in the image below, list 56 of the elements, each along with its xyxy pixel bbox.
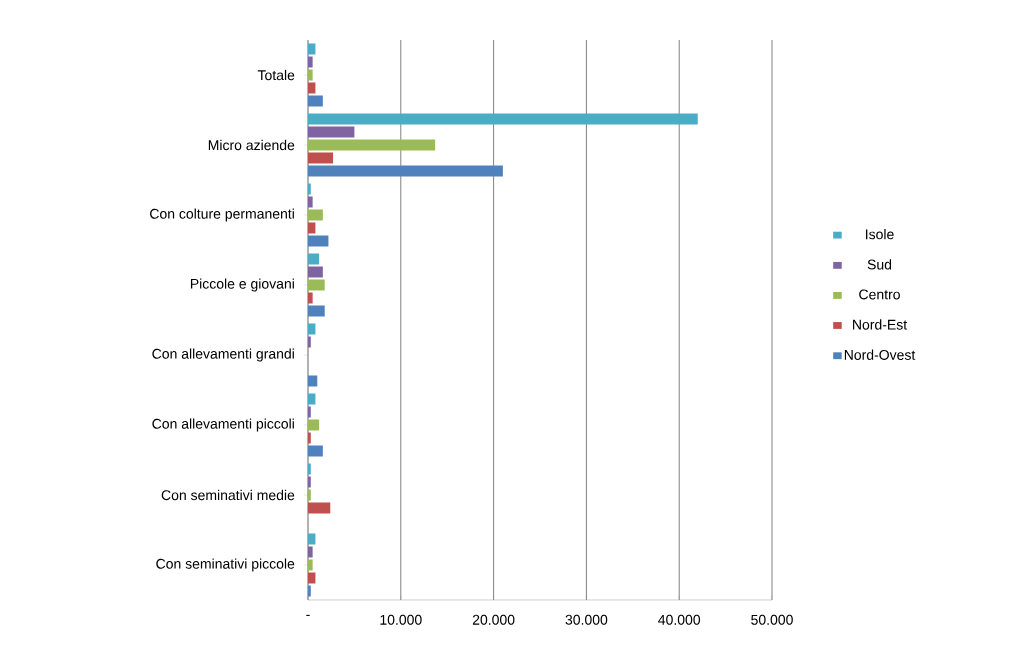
bar (308, 126, 355, 138)
bar (308, 419, 320, 431)
bar (308, 393, 316, 405)
x-tick-label: 30.000 (565, 614, 608, 625)
y-tick-label: Piccole e giovani (190, 278, 294, 292)
bar (308, 95, 323, 107)
legend-label: Nord-Est (853, 319, 908, 330)
bar (308, 305, 325, 317)
legend-label: Nord-Ovest (844, 349, 916, 360)
bar (308, 445, 323, 457)
bar (308, 266, 323, 278)
bar (308, 336, 311, 348)
bar (308, 533, 316, 545)
bar (308, 183, 311, 195)
bar (308, 559, 313, 571)
y-tick-label: Con seminativi piccole (156, 558, 295, 572)
bar (308, 463, 311, 475)
bar (308, 209, 323, 221)
bar (308, 222, 316, 234)
bar (308, 253, 320, 265)
bar (308, 279, 325, 291)
bar (308, 165, 503, 177)
y-tick-label: Totale (257, 69, 295, 81)
x-tick-label: - (306, 614, 310, 616)
bar (308, 432, 311, 444)
y-tick-label: Con allevamenti grandi (152, 348, 294, 362)
bar (308, 292, 313, 304)
y-tick-label: Con seminativi medie (161, 489, 295, 501)
legend-label: Sud (867, 259, 892, 270)
legend-label: Isole (866, 228, 894, 240)
bar (308, 585, 311, 597)
bar (308, 572, 316, 584)
bar (308, 82, 316, 94)
x-tick-label: 50.000 (751, 614, 793, 625)
y-tick-label: Micro aziende (208, 139, 295, 151)
bar (308, 546, 313, 558)
bar (308, 69, 313, 81)
bar (308, 152, 334, 164)
x-tick-label: 10.000 (380, 614, 422, 625)
bar (308, 113, 698, 125)
bar (308, 406, 311, 418)
x-tick-label: 40.000 (658, 614, 701, 625)
bar (308, 235, 329, 247)
bar (308, 139, 436, 151)
bar (308, 489, 311, 501)
bar (308, 56, 313, 68)
x-tick-label: 20.000 (472, 614, 515, 625)
bar (308, 323, 316, 335)
y-tick-label: Con colture permanenti (150, 208, 294, 222)
bar (308, 476, 311, 488)
y-tick-label: Con allevamenti piccoli (152, 418, 294, 432)
legend-label: Centro (859, 289, 900, 300)
bar (308, 502, 331, 514)
bar (308, 375, 318, 387)
bar (308, 196, 313, 208)
bar (308, 43, 316, 55)
